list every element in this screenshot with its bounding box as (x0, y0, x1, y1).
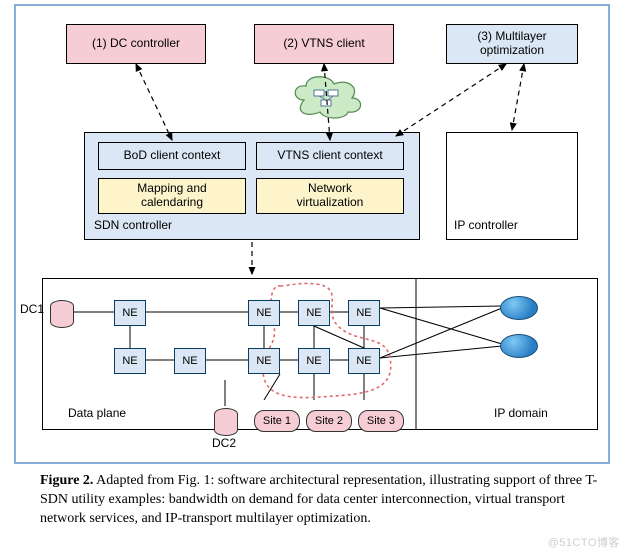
ne-box: NE (114, 348, 146, 374)
ne-box: NE (114, 300, 146, 326)
multilayer-opt-box: (3) Multilayer optimization (446, 24, 578, 64)
ne-box: NE (348, 348, 380, 374)
vtns-client-box: (2) VTNS client (254, 24, 394, 64)
network-virtualization-box: Network virtualization (256, 178, 404, 214)
data-plane-label: Data plane (68, 406, 126, 420)
router-icon (500, 334, 538, 358)
site-box: Site 1 (254, 410, 300, 432)
dc2-icon (214, 408, 238, 436)
figure-caption: Figure 2. Adapted from Fig. 1: software … (40, 472, 600, 529)
dc-controller-box: (1) DC controller (66, 24, 206, 64)
ne-box: NE (298, 348, 330, 374)
ip-controller-label: IP controller (454, 218, 518, 232)
ip-domain-label: IP domain (494, 406, 548, 420)
diagram-frame: (1) DC controller (2) VTNS client (3) Mu… (14, 4, 610, 464)
dc2-label: DC2 (212, 436, 236, 450)
ne-box: NE (174, 348, 206, 374)
vtns-context-box: VTNS client context (256, 142, 404, 170)
dc1-icon (50, 300, 74, 328)
bod-context-box: BoD client context (98, 142, 246, 170)
site-box: Site 3 (358, 410, 404, 432)
ne-box: NE (298, 300, 330, 326)
caption-text: Adapted from Fig. 1: software architectu… (40, 473, 597, 526)
watermark: @51CTO博客 (548, 534, 620, 550)
ne-box: NE (248, 348, 280, 374)
router-icon (500, 296, 538, 320)
caption-lead: Figure 2. (40, 473, 93, 488)
ne-box: NE (348, 300, 380, 326)
dc1-label: DC1 (20, 302, 44, 316)
site-box: Site 2 (306, 410, 352, 432)
sdn-controller-label: SDN controller (94, 218, 172, 232)
mapping-calendaring-box: Mapping and calendaring (98, 178, 246, 214)
ne-box: NE (248, 300, 280, 326)
